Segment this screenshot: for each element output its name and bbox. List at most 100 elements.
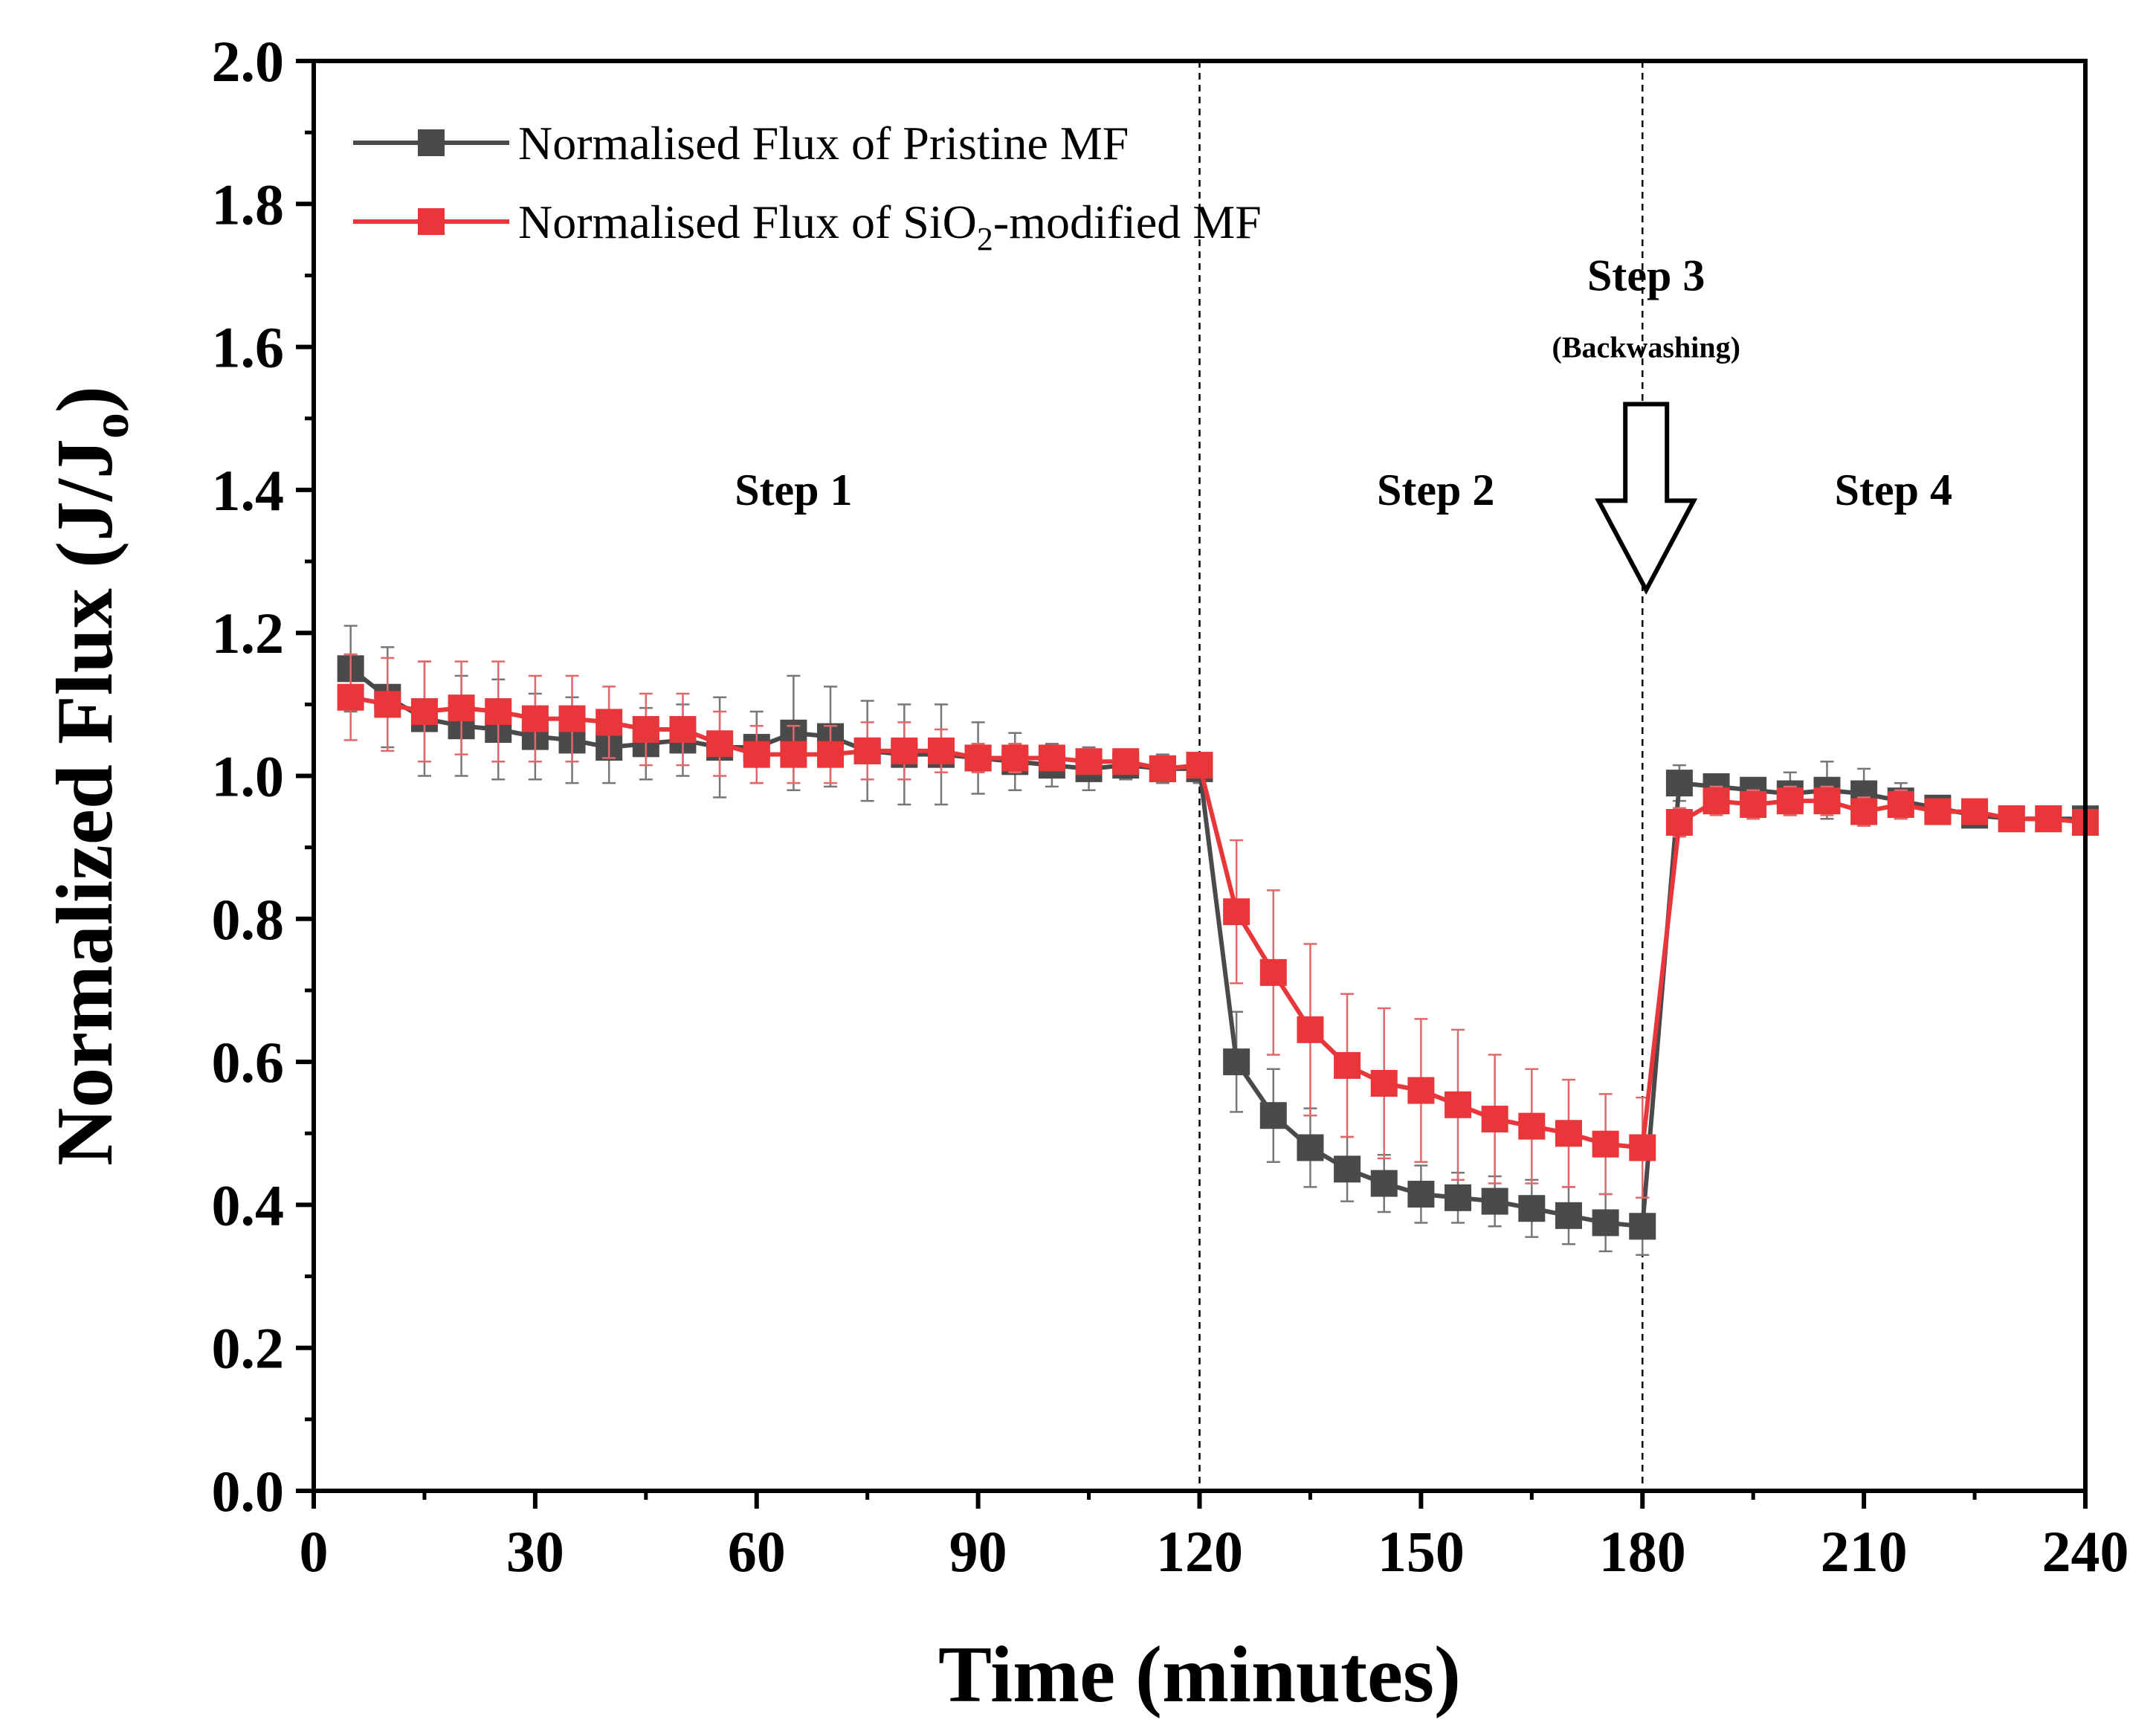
y-tick-label: 1.4: [212, 458, 285, 523]
data-point: [1149, 755, 1176, 782]
legend: Normalised Flux of Pristine MF Normalise…: [353, 117, 1262, 257]
data-point: [743, 741, 770, 768]
y-tick-label: 0.2: [212, 1316, 285, 1381]
x-tick-label: 240: [2042, 1519, 2129, 1584]
data-point: [817, 741, 845, 768]
y-axis-title-close: ): [41, 386, 129, 413]
data-point: [1370, 1069, 1398, 1097]
x-tick-label: 0: [300, 1519, 329, 1584]
data-point: [706, 730, 734, 758]
data-point: [1223, 898, 1250, 926]
data-point: [485, 697, 512, 725]
data-point: [1370, 1170, 1398, 1197]
legend-label-sio2-sub: 2: [977, 221, 993, 257]
data-point: [2035, 805, 2062, 833]
data-point: [1665, 808, 1693, 836]
data-point: [1518, 1195, 1546, 1222]
y-axis-title: Normalized Flux (J/Jo): [41, 386, 140, 1166]
x-tick-label: 30: [506, 1519, 564, 1584]
step-divider-lines: [1198, 61, 1644, 1491]
data-point: [1259, 958, 1287, 986]
data-point: [1555, 1202, 1582, 1229]
data-point: [1259, 1102, 1287, 1129]
data-point: [1481, 1187, 1508, 1215]
data-point: [1186, 752, 1213, 779]
data-point: [1629, 1134, 1656, 1161]
x-axis-title: Time (minutes): [938, 1631, 1461, 1719]
data-point: [1223, 1048, 1250, 1076]
step-3-sublabel: (Backwashing): [1552, 331, 1740, 364]
data-point: [1740, 790, 1767, 818]
x-tick-label: 150: [1378, 1519, 1465, 1584]
data-point: [1813, 787, 1841, 815]
data-point: [1518, 1112, 1546, 1140]
data-point: [1592, 1130, 1619, 1158]
legend-label-sio2-b: -modified MF: [993, 196, 1262, 248]
down-arrow-icon: [1595, 402, 1698, 595]
step-3-label: Step 3: [1587, 251, 1705, 300]
data-point: [1297, 1134, 1324, 1161]
legend-label-sio2-a: Normalised Flux of SiO: [518, 196, 977, 248]
data-point: [448, 694, 475, 722]
x-tick-label: 120: [1156, 1519, 1243, 1584]
y-tick-label: 0.8: [212, 887, 285, 952]
data-point: [1592, 1209, 1619, 1237]
step-1-label: Step 1: [735, 465, 852, 515]
data-point: [1001, 744, 1029, 772]
data-point: [1334, 1155, 1361, 1183]
data-point: [1334, 1051, 1361, 1079]
y-tick-label: 0.4: [212, 1173, 285, 1237]
data-point: [1998, 805, 2025, 833]
data-point: [1445, 1091, 1472, 1118]
data-point: [374, 691, 401, 718]
axis-ticks: 0 30 60 90 120 150 180 210 240 0.0 0.2 0.4 0.6 0.8 1.0…: [212, 29, 2129, 1584]
data-point: [927, 737, 955, 764]
y-tick-label: 1.0: [212, 744, 285, 809]
series-sio2: [337, 653, 2099, 1199]
step-2-label: Step 2: [1377, 465, 1494, 515]
data-point: [1481, 1106, 1508, 1133]
data-point: [632, 716, 659, 744]
x-tick-label: 60: [728, 1519, 786, 1584]
data-point: [521, 705, 549, 732]
legend-label-pristine: Normalised Flux of Pristine MF: [518, 117, 1129, 170]
data-point: [853, 737, 881, 764]
y-tick-label: 0.6: [212, 1030, 285, 1095]
data-point: [1445, 1184, 1472, 1211]
data-point: [1629, 1213, 1656, 1240]
legend-marker-sio2: [418, 208, 445, 235]
data-point: [1961, 798, 1989, 825]
series-layer: [337, 625, 2099, 1256]
x-tick-label: 90: [949, 1519, 1007, 1584]
x-tick-label: 180: [1599, 1519, 1686, 1584]
data-point: [1776, 787, 1804, 815]
legend-marker-pristine: [418, 129, 445, 156]
data-point: [410, 697, 438, 725]
data-point: [1887, 790, 1914, 818]
y-tick-label: 1.6: [212, 315, 285, 380]
legend-label-sio2: Normalised Flux of SiO2-modified MF: [518, 196, 1262, 257]
x-tick-label: 210: [1821, 1519, 1908, 1584]
data-point: [558, 705, 586, 732]
data-point: [1075, 748, 1103, 776]
data-point: [1112, 748, 1140, 776]
data-point: [1297, 1016, 1324, 1043]
y-axis-title-sub: o: [83, 413, 140, 439]
data-point: [596, 709, 623, 736]
data-point: [1665, 770, 1693, 797]
data-point: [780, 741, 807, 768]
data-point: [964, 744, 992, 772]
data-point: [1407, 1180, 1435, 1208]
step-4-label: Step 4: [1835, 465, 1952, 515]
data-point: [1038, 744, 1065, 772]
y-tick-label: 0.0: [212, 1459, 285, 1524]
data-point: [337, 683, 364, 711]
y-tick-label: 1.2: [212, 601, 285, 665]
data-point: [1555, 1120, 1582, 1147]
data-point: [669, 716, 697, 744]
y-tick-label: 2.0: [212, 29, 285, 94]
data-point: [1407, 1077, 1435, 1104]
data-point: [1702, 787, 1730, 815]
data-point: [1924, 798, 1952, 825]
